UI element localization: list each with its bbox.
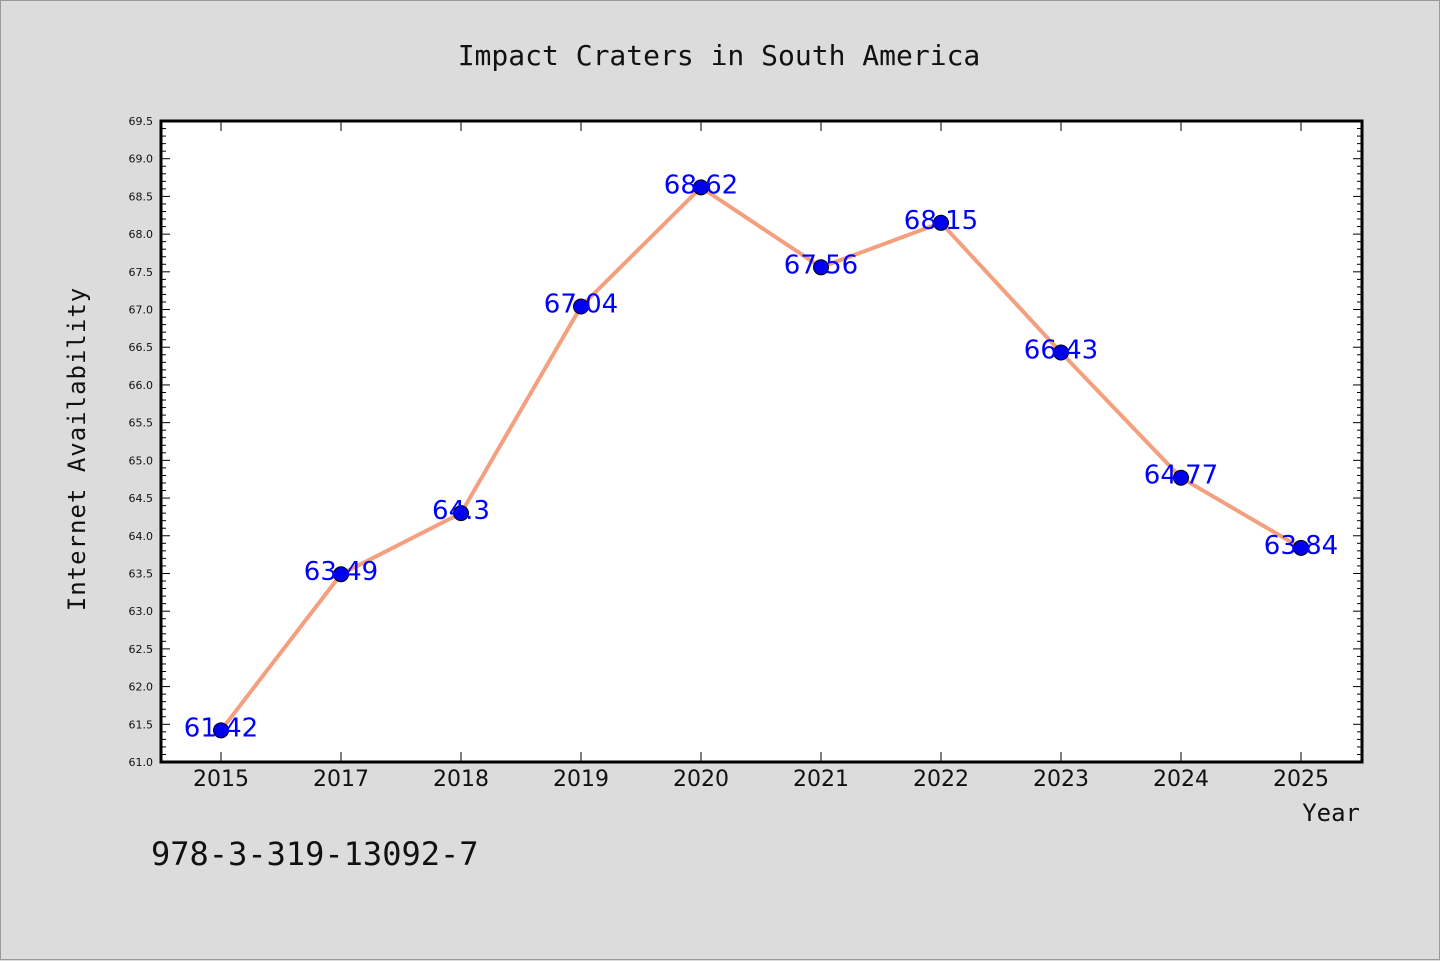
x-tick-label: 2023	[1033, 767, 1089, 792]
x-axis: 2015 2017 2018 2019 2020 2021 2022 2023 2024 2025	[193, 121, 1329, 792]
plot-area	[159, 119, 1364, 764]
data-label: 63.84	[1264, 531, 1338, 561]
x-tick-label: 2020	[673, 767, 729, 792]
y-tick-label: 64.5	[129, 492, 154, 505]
y-tick-label: 66.0	[129, 379, 154, 392]
x-tick-label: 2015	[193, 767, 249, 792]
data-point-marker	[933, 214, 949, 231]
y-tick-label: 68.5	[129, 190, 154, 203]
y-tick-label: 67.5	[129, 266, 154, 279]
y-tick-label: 69.0	[129, 153, 154, 166]
data-label: 64.77	[1144, 461, 1218, 491]
data-point-marker	[813, 259, 829, 276]
y-tick-label: 62.5	[129, 643, 154, 656]
y-tick-label: 68.0	[129, 228, 154, 241]
data-label: 64.3	[432, 496, 490, 526]
y-tick-label: 65.5	[129, 417, 154, 430]
y-tick-label: 67.0	[129, 304, 154, 317]
x-tick-label: 2021	[793, 767, 849, 792]
data-point-marker	[213, 722, 229, 739]
data-point-marker	[333, 566, 349, 583]
y-axis: 61.0 61.5 62.0 62.5 63.0 63.5 64.0 64.5 65.0 65.5…	[129, 115, 1362, 769]
data-label: 66.43	[1024, 336, 1098, 366]
data-label: 67.04	[544, 290, 618, 320]
x-tick-label: 2025	[1273, 767, 1329, 792]
y-tick-label: 61.0	[129, 756, 154, 769]
y-tick-label: 63.0	[129, 605, 154, 618]
data-point-marker	[693, 179, 709, 196]
data-label: 67.56	[784, 250, 858, 280]
y-tick-label: 62.0	[129, 681, 154, 694]
y-tick-label: 66.5	[129, 341, 154, 354]
x-tick-label: 2019	[553, 767, 609, 792]
x-tick-label: 2022	[913, 767, 969, 792]
data-label: 61.42	[184, 713, 258, 743]
data-point-marker	[453, 505, 469, 522]
data-point-marker	[1053, 344, 1069, 361]
data-label: 68.62	[664, 170, 738, 200]
y-tick-label: 61.5	[129, 718, 154, 731]
data-point-marker	[573, 298, 589, 315]
y-tick-label: 63.5	[129, 567, 154, 580]
data-label-group: 61.42 63.49 64.3 67.04 68.62 67.56 68.15 66.43 6…	[184, 170, 1338, 743]
y-tick-label: 69.5	[129, 115, 154, 128]
series-line	[219, 185, 1303, 732]
y-tick-label: 65.0	[129, 454, 154, 467]
data-point-marker	[1173, 469, 1189, 486]
y-axis-label: Internet Availability	[63, 287, 91, 611]
chart-title: Impact Craters in South America	[458, 39, 981, 72]
x-axis-label: Year	[1302, 799, 1360, 827]
data-point-marker	[1293, 539, 1309, 556]
y-tick-label: 64.0	[129, 530, 154, 543]
x-tick-label: 2017	[313, 767, 369, 792]
x-tick-label: 2024	[1153, 767, 1209, 792]
x-tick-label: 2018	[433, 767, 489, 792]
data-label: 68.15	[904, 206, 978, 236]
series-line-group	[213, 179, 1309, 739]
data-label: 63.49	[304, 557, 378, 587]
annotation-text: 978-3-319-13092-7	[151, 835, 479, 873]
